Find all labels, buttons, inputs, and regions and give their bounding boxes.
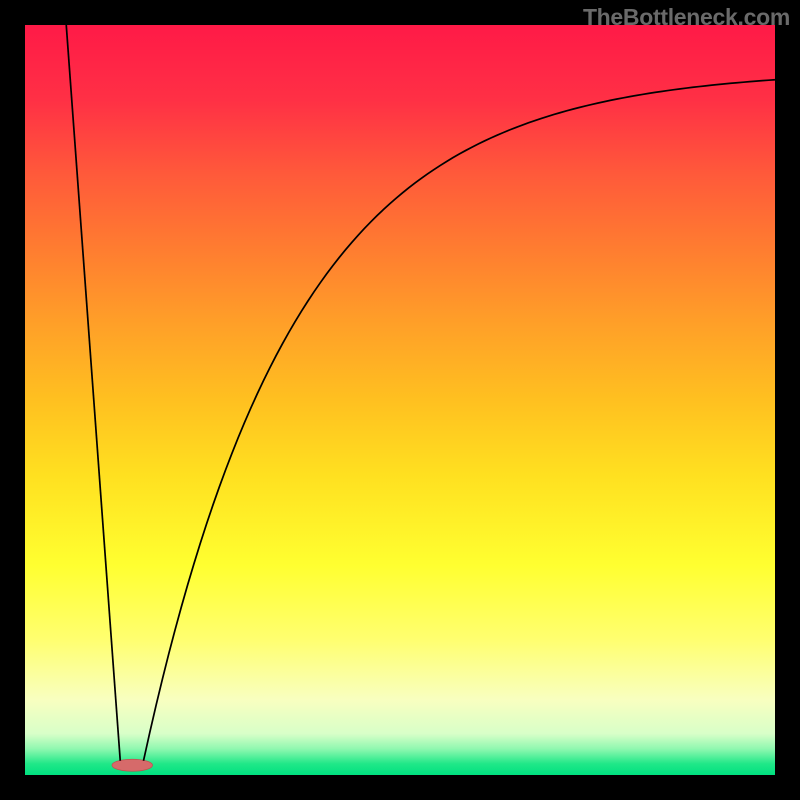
chart-curves	[25, 25, 775, 775]
curve-left	[66, 25, 120, 761]
plot-area	[25, 25, 775, 775]
watermark-text: TheBottleneck.com	[583, 4, 790, 31]
bottleneck-marker	[112, 759, 153, 771]
curve-right	[144, 80, 776, 761]
